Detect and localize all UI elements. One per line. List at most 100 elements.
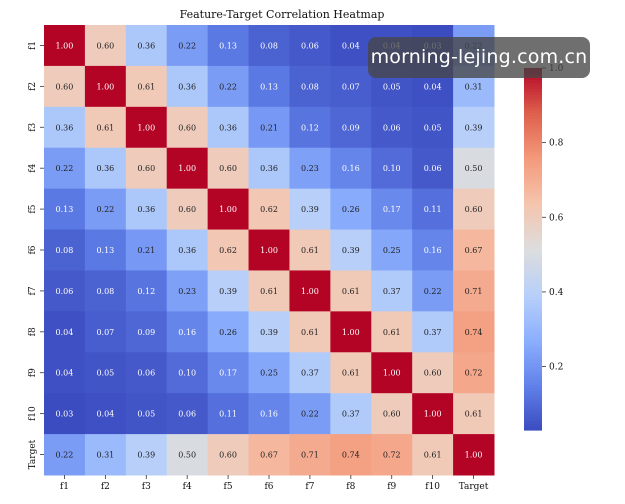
heatmap-cell [330,311,372,353]
heatmap-cell [44,229,86,271]
colorbar-segment [524,366,542,371]
heatmap-cell [44,25,86,67]
colorbar-segment [524,258,542,262]
colorbar-segment [524,276,542,280]
heatmap-cell [330,393,372,435]
colorbar-segment [524,285,542,289]
colorbar-segment [524,95,542,99]
colorbar-segment [524,173,542,178]
cell-value-label: 0.22 [56,451,74,460]
colorbar-segment [524,372,542,377]
heatmap-cell [453,229,495,271]
colorbar-segment [524,384,542,389]
colorbar-segment [524,300,542,304]
colorbar-segment [524,236,542,241]
colorbar-tick-label: 0.6 [549,213,564,223]
heatmap-cell [166,270,209,312]
colorbar-segment [524,288,542,292]
colorbar-segment [524,77,542,81]
cell-value-label: 0.08 [96,287,114,296]
colorbar-segment [524,110,542,114]
cell-value-label: 0.61 [301,328,319,337]
cell-value-label: 0.60 [178,123,196,132]
colorbar-segment [524,92,542,96]
heatmap-cell [453,352,495,394]
cell-value-label: 0.61 [465,410,483,419]
x-tick-labels: f1 f2 f3 f4 f5 f6 f7 f8 f9 f10 Target [60,475,489,492]
cell-value-label: 0.08 [56,246,74,255]
colorbar-segment [524,242,542,247]
heatmap-cell [166,434,209,476]
colorbar-segment [524,402,542,407]
cell-value-label: 1.00 [56,41,74,50]
cell-value-label: 0.74 [465,328,483,337]
cell-value-label: 0.50 [178,451,196,460]
heatmap-cell [125,106,168,149]
colorbar-segment [524,107,542,111]
cell-value-label: 0.12 [137,287,155,296]
colorbar-segment [524,306,542,310]
cell-value-label: 0.22 [424,287,442,296]
heatmap-cell [248,147,290,190]
cell-value-label: 0.50 [465,164,483,173]
cell-value-label: 0.06 [301,41,319,50]
colorbar-segment [524,396,542,401]
cell-value-label: 0.61 [342,369,360,378]
cell-value-label: 0.04 [96,410,114,419]
heatmap-cell [248,393,290,435]
cell-value-label: 0.23 [178,287,196,296]
heatmap-cell [289,311,331,353]
colorbar-segment [524,224,542,229]
y-tick-label: f9 [28,368,38,377]
cell-value-label: 1.00 [424,410,442,419]
heatmap-cell [125,65,168,108]
cell-value-label: 0.22 [219,82,237,91]
cell-value-label: 1.00 [219,205,237,214]
colorbar-segment [524,414,542,419]
cell-value-label: 0.31 [465,82,483,91]
cell-value-label: 0.16 [342,164,360,173]
heatmap-cell [44,352,86,394]
x-tick-label: f7 [305,482,314,492]
cell-value-label: 1.00 [96,82,114,91]
colorbar-segment [524,227,542,232]
heatmap-cells: 1.00 0.60 0.36 0.22 0.13 0.08 0.06 0.04 0.04 0.03… [44,25,495,476]
colorbar-segment [524,203,542,208]
cell-value-label: 0.39 [260,328,278,337]
cell-value-label: 0.61 [137,82,155,91]
cell-value-label: 0.09 [137,328,155,337]
colorbar-segment [524,170,542,175]
heatmap-cell [289,270,331,312]
heatmap-cell [84,352,127,394]
cell-value-label: 0.62 [260,205,278,214]
colorbar-segment [524,279,542,283]
colorbar-segment [524,245,542,250]
colorbar-segment [524,197,542,202]
cell-value-label: 0.10 [178,369,196,378]
heatmap-cell [289,352,331,394]
colorbar-segment [524,185,542,190]
colorbar-segment [524,390,542,395]
colorbar-segment [524,146,542,151]
cell-value-label: 0.60 [383,410,401,419]
cell-value-label: 0.31 [96,451,114,460]
cell-value-label: 0.39 [301,205,319,214]
heatmap-cell [248,106,290,149]
cell-value-label: 1.00 [383,369,401,378]
heatmap-cell [453,311,495,353]
colorbar-segment [524,303,542,307]
colorbar-segment [524,369,542,374]
cell-value-label: 0.04 [56,369,74,378]
heatmap-cell [248,270,290,312]
colorbar-segment [524,336,542,341]
cell-value-label: 0.36 [260,164,278,173]
cell-value-label: 0.37 [342,410,360,419]
colorbar-segment [524,191,542,196]
colorbar-segment [524,167,542,172]
cell-value-label: 0.36 [219,123,237,132]
heatmap-cell [84,393,127,435]
cell-value-label: 1.00 [178,164,196,173]
heatmap-cell [412,270,454,312]
heatmap-cell [207,270,250,312]
colorbar-segment [524,324,542,329]
